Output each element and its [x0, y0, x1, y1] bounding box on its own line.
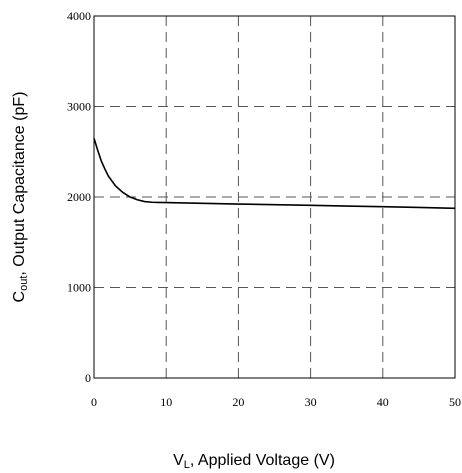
grid-lines [94, 16, 455, 378]
y-tick-label: 4000 [67, 9, 91, 23]
y-tick-label: 0 [85, 371, 91, 385]
y-tick-label: 3000 [67, 100, 91, 114]
x-tick-label: 30 [305, 395, 317, 409]
tick-labels: 0 10 20 30 40 50 0 1000 2000 3000 4000 [67, 9, 461, 409]
x-tick-label: 50 [449, 395, 461, 409]
x-tick-label: 0 [91, 395, 97, 409]
plot-frame [93, 15, 456, 379]
x-tick-label: 10 [160, 395, 172, 409]
y-tick-label: 1000 [67, 281, 91, 295]
x-tick-label: 40 [377, 395, 389, 409]
x-axis-label: VL, Applied Voltage (V) [173, 452, 335, 471]
capacitance-curve [93, 137, 456, 210]
y-axis-label: Cout, Output Capacitance (pF) [11, 92, 30, 303]
x-tick-label: 20 [232, 395, 244, 409]
y-tick-label: 2000 [67, 190, 91, 204]
